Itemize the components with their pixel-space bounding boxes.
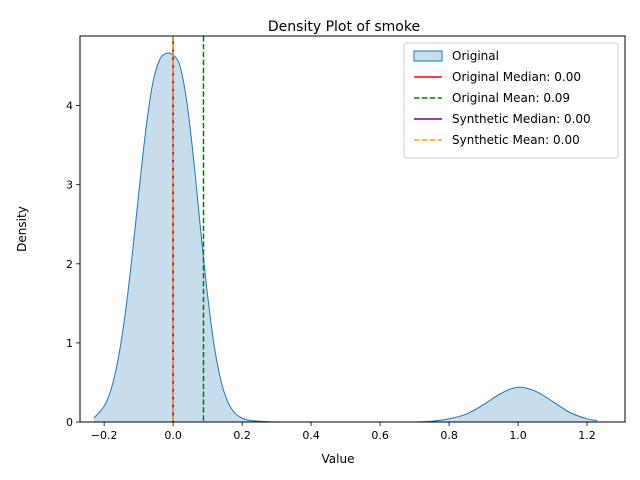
x-axis-label: Value (322, 452, 355, 466)
legend-label: Original Mean: 0.09 (452, 91, 570, 105)
y-tick-label: 4 (66, 100, 73, 113)
x-tick-label: 0.6 (371, 429, 389, 442)
x-tick-label: 0.0 (164, 429, 182, 442)
reference-lines (172, 36, 205, 422)
legend-label: Original Median: 0.00 (452, 70, 581, 84)
x-axis: −0.2 0.0 0.2 0.4 0.6 0.8 1.0 1.2 (91, 422, 596, 442)
y-tick-label: 1 (66, 337, 73, 350)
x-tick-label: 1.0 (509, 429, 527, 442)
y-tick-label: 3 (66, 179, 73, 192)
axes-frame (79, 35, 626, 423)
legend-box (403, 42, 619, 159)
x-tick-label: −0.2 (91, 429, 118, 442)
legend: Original Original Median: 0.00 Original Me… (403, 42, 619, 159)
y-tick-label: 0 (66, 416, 73, 429)
legend-label: Synthetic Mean: 0.00 (452, 133, 580, 147)
y-axis-label: Density (15, 206, 29, 252)
x-tick-label: 1.2 (578, 429, 596, 442)
x-tick-label: 0.8 (440, 429, 458, 442)
kde-fill-0 (93, 52, 598, 423)
kde-line-0 (93, 52, 598, 423)
x-tick-label: 0.4 (302, 429, 320, 442)
legend-label: Synthetic Median: 0.00 (452, 112, 591, 126)
kde-layer (93, 52, 598, 423)
legend-label: Original (452, 49, 499, 63)
x-tick-label: 0.2 (233, 429, 251, 442)
chart-title: Density Plot of smoke (268, 19, 420, 35)
y-tick-label: 2 (66, 258, 73, 271)
legend-swatch (413, 50, 443, 62)
y-axis: 0 1 2 3 4 (66, 100, 80, 429)
plot-area (79, 35, 626, 423)
